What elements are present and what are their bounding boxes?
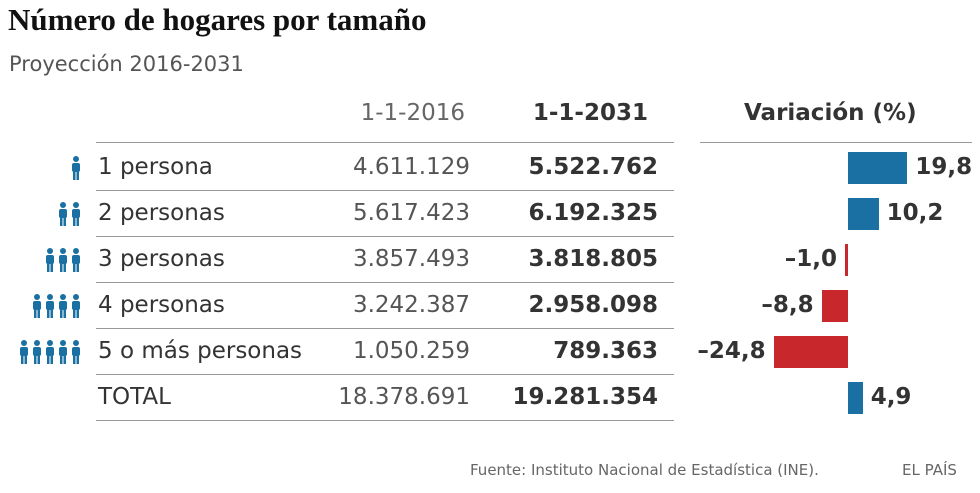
variation-label: 19,8 bbox=[915, 154, 973, 180]
value-2031: 789.363 bbox=[553, 338, 658, 364]
person-icon bbox=[71, 294, 81, 318]
person-icons bbox=[32, 283, 84, 329]
person-icons bbox=[71, 145, 84, 191]
brand-credit: EL PAÍS bbox=[902, 461, 957, 479]
chart-title: Número de hogares por tamaño bbox=[8, 2, 427, 37]
chart-subtitle: Proyección 2016-2031 bbox=[9, 52, 244, 76]
row-label: 2 personas bbox=[98, 200, 225, 226]
value-2016: 3.242.387 bbox=[352, 292, 470, 318]
variation-bar bbox=[848, 152, 908, 184]
variation-label: –1,0 bbox=[784, 246, 837, 272]
row-label: 4 personas bbox=[98, 292, 225, 318]
row-label: 5 o más personas bbox=[98, 338, 303, 364]
person-icon bbox=[32, 340, 42, 364]
person-icons bbox=[45, 237, 84, 283]
variation-bar bbox=[773, 336, 848, 368]
person-icon bbox=[58, 248, 68, 272]
table-row: 4 personas 3.242.387 2.958.098 –8,8 bbox=[0, 283, 980, 329]
table-row: 1 persona 4.611.129 5.522.762 19,8 bbox=[0, 145, 980, 191]
person-icons bbox=[58, 191, 84, 237]
variation-bar bbox=[848, 198, 879, 230]
table-row: TOTAL 18.378.691 19.281.354 4,9 bbox=[0, 375, 980, 421]
value-2031: 3.818.805 bbox=[528, 246, 659, 272]
variation-label: 10,2 bbox=[886, 200, 944, 226]
row-label: 1 persona bbox=[98, 154, 213, 180]
table-row: 3 personas 3.857.493 3.818.805 –1,0 bbox=[0, 237, 980, 283]
value-2031: 2.958.098 bbox=[528, 292, 659, 318]
person-icon bbox=[45, 294, 55, 318]
column-header-variation: Variación (%) bbox=[744, 100, 917, 126]
row-divider bbox=[96, 420, 674, 421]
person-icon bbox=[32, 294, 42, 318]
value-2016: 1.050.259 bbox=[352, 338, 470, 364]
person-icon bbox=[19, 340, 29, 364]
value-2031: 6.192.325 bbox=[528, 200, 659, 226]
person-icons bbox=[19, 329, 84, 375]
value-2016: 3.857.493 bbox=[352, 246, 470, 272]
row-divider bbox=[96, 282, 674, 283]
person-icon bbox=[71, 340, 81, 364]
value-2031: 5.522.762 bbox=[528, 154, 659, 180]
person-icon bbox=[58, 340, 68, 364]
row-label: TOTAL bbox=[98, 384, 171, 410]
table-row: 2 personas 5.617.423 6.192.325 10,2 bbox=[0, 191, 980, 237]
person-icon bbox=[71, 156, 81, 180]
value-2016: 5.617.423 bbox=[352, 200, 470, 226]
person-icon bbox=[58, 294, 68, 318]
person-icon bbox=[71, 202, 81, 226]
value-2016: 18.378.691 bbox=[338, 384, 470, 410]
column-header-2016: 1-1-2016 bbox=[360, 100, 465, 126]
variation-bar bbox=[848, 382, 863, 414]
person-icon bbox=[45, 340, 55, 364]
row-label: 3 personas bbox=[98, 246, 225, 272]
person-icon bbox=[71, 248, 81, 272]
row-divider bbox=[96, 328, 674, 329]
table-row: 5 o más personas 1.050.259 789.363 –24,8 bbox=[0, 329, 980, 375]
source-note: Fuente: Instituto Nacional de Estadístic… bbox=[470, 461, 819, 479]
variation-bar bbox=[845, 244, 848, 276]
variation-bar bbox=[821, 290, 848, 322]
person-icon bbox=[45, 248, 55, 272]
header-rule-table bbox=[96, 142, 674, 143]
value-2016: 4.611.129 bbox=[352, 154, 470, 180]
row-divider bbox=[96, 236, 674, 237]
person-icon bbox=[58, 202, 68, 226]
row-divider bbox=[96, 374, 674, 375]
column-header-2031: 1-1-2031 bbox=[532, 100, 648, 126]
row-divider bbox=[96, 190, 674, 191]
variation-label: 4,9 bbox=[870, 384, 912, 410]
variation-label: –8,8 bbox=[761, 292, 814, 318]
variation-label: –24,8 bbox=[697, 338, 766, 364]
header-rule-variation bbox=[700, 142, 972, 143]
value-2031: 19.281.354 bbox=[512, 384, 658, 410]
